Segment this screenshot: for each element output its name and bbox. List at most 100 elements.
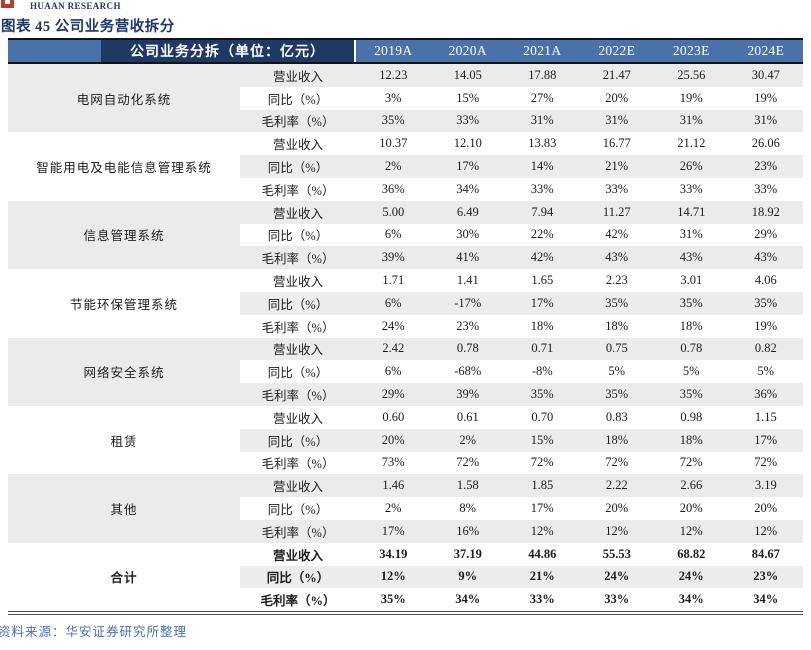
table-value-cell: 42%: [579, 223, 654, 247]
table-value-cell: 34%: [753, 592, 779, 607]
brand-research-label: HUAAN RESEARCH: [30, 1, 121, 11]
table-value-cell: 1.15: [754, 409, 777, 424]
table-value-cell: 5%: [654, 360, 729, 384]
table-header-years: 2019A 2020A 2021A 2022E 2023E 2024E: [356, 40, 803, 62]
table-value-cell: 72%: [605, 455, 629, 470]
table-value-cell: 72%: [530, 455, 554, 470]
metric-label: 营业收入: [272, 138, 323, 153]
table-value-cell: 24%: [654, 565, 729, 589]
table-value-cell: 17.88: [528, 67, 557, 82]
table-value-cell: 19%: [654, 86, 729, 110]
table-value-cell: 34%: [456, 181, 480, 196]
table-value-cell: 5%: [579, 360, 654, 384]
group-name: 网络安全系统: [83, 366, 165, 381]
table-bottom-rule: [8, 611, 803, 616]
table-value-cell: 34.19: [379, 546, 408, 561]
table-value-cell: 35%: [605, 387, 629, 402]
table-value-cell: 1.58: [456, 478, 479, 493]
source-note: 资料来源：华安证券研究所整理: [0, 625, 188, 639]
table-value-cell: 1.46: [382, 478, 405, 493]
table-value-cell: 21.12: [677, 136, 706, 151]
table-value-cell: 3.19: [754, 478, 777, 493]
table-value-cell: 18%: [605, 318, 629, 333]
table-value-cell: 20%: [579, 86, 654, 110]
table-row-group: 合计 营业收入 34.19 37.19 44.86 55.53 68.82 84.67 同比（%…: [8, 542, 803, 612]
table-value-cell: 7.94: [531, 204, 554, 219]
table-value-cell: 44.86: [528, 546, 557, 561]
business-breakdown-table: 公司业务分拆（单位：亿元） 2019A 2020A 2021A 2022E 20…: [8, 38, 803, 616]
table-value-cell: 33%: [604, 592, 630, 607]
table-header-row: 公司业务分拆（单位：亿元） 2019A 2020A 2021A 2022E 20…: [8, 38, 803, 64]
table-value-cell: 2.42: [382, 341, 405, 356]
metric-label: 同比（%）: [240, 497, 356, 520]
table-value-cell: 35%: [381, 113, 405, 128]
table-value-cell: 30.47: [751, 67, 780, 82]
table-value-cell: 42%: [530, 250, 554, 265]
table-value-cell: 2.66: [680, 478, 703, 493]
table-value-cell: 72%: [456, 455, 480, 470]
table-value-cell: 0.83: [605, 409, 628, 424]
table-value-cell: 30%: [430, 223, 505, 247]
table-value-cell: 18.92: [751, 204, 780, 219]
table-value-cell: 29%: [728, 223, 803, 247]
table-value-cell: 35%: [728, 291, 803, 315]
group-name: 信息管理系统: [83, 229, 165, 244]
table-value-cell: 14%: [505, 155, 580, 178]
table-value-cell: 0.60: [382, 409, 405, 424]
metric-label: 同比（%）: [240, 428, 356, 452]
table-value-cell: 9%: [430, 565, 505, 589]
metric-label: 同比（%）: [240, 86, 356, 110]
metric-label: 毛利率（%）: [261, 457, 335, 472]
table-value-cell: 1.71: [382, 273, 405, 288]
table-value-cell: 2%: [356, 155, 431, 178]
table-value-cell: 36%: [381, 181, 405, 196]
table-value-cell: 11.27: [602, 204, 631, 219]
table-value-cell: 31%: [679, 113, 703, 128]
table-value-cell: 39%: [456, 387, 480, 402]
table-value-cell: 18%: [654, 428, 729, 452]
table-value-cell: 18%: [679, 318, 703, 333]
year-column-header: 2024E: [747, 43, 785, 58]
table-value-cell: 4.06: [754, 273, 777, 288]
table-value-cell: 0.98: [680, 409, 703, 424]
table-value-cell: 0.78: [680, 341, 703, 356]
table-value-cell: 43%: [605, 250, 629, 265]
table-value-cell: 31%: [654, 223, 729, 247]
table-value-cell: 36%: [754, 387, 778, 402]
table-value-cell: 17%: [505, 497, 580, 520]
table-value-cell: 2%: [356, 497, 431, 520]
table-value-cell: 17%: [505, 291, 580, 315]
table-value-cell: 14.71: [677, 204, 706, 219]
table-value-cell: 21.47: [602, 67, 631, 82]
table-value-cell: 1.85: [531, 478, 554, 493]
table-value-cell: 24%: [381, 318, 405, 333]
table-value-cell: 20%: [579, 497, 654, 520]
table-value-cell: 33%: [530, 181, 554, 196]
group-name: 智能用电及电能信息管理系统: [36, 161, 212, 176]
metric-label: 同比（%）: [240, 565, 356, 589]
table-value-cell: 31%: [754, 113, 778, 128]
group-name: 租赁: [110, 434, 138, 449]
group-name: 合计: [110, 571, 138, 586]
group-name: 其他: [110, 503, 138, 518]
table-value-cell: 55.53: [602, 546, 631, 561]
table-value-cell: 6%: [356, 223, 431, 247]
table-value-cell: 35%: [579, 291, 654, 315]
table-value-cell: 0.70: [531, 409, 554, 424]
table-value-cell: 18%: [530, 318, 554, 333]
table-value-cell: 33%: [529, 592, 555, 607]
table-value-cell: 26%: [654, 155, 729, 178]
table-value-cell: 2%: [430, 428, 505, 452]
table-value-cell: 17%: [728, 428, 803, 452]
metric-label: 同比（%）: [240, 223, 356, 247]
table-value-cell: 12%: [356, 565, 431, 589]
table-value-cell: 15%: [430, 86, 505, 110]
group-name: 节能环保管理系统: [69, 297, 178, 312]
table-row-group: 信息管理系统 营业收入 5.00 6.49 7.94 11.27 14.71 18.92 同比（…: [8, 200, 803, 270]
table-value-cell: 21%: [579, 155, 654, 178]
year-column-header: 2020A: [448, 43, 487, 58]
table-value-cell: 29%: [381, 387, 405, 402]
table-value-cell: 33%: [754, 181, 778, 196]
metric-label: 毛利率（%）: [261, 183, 335, 198]
